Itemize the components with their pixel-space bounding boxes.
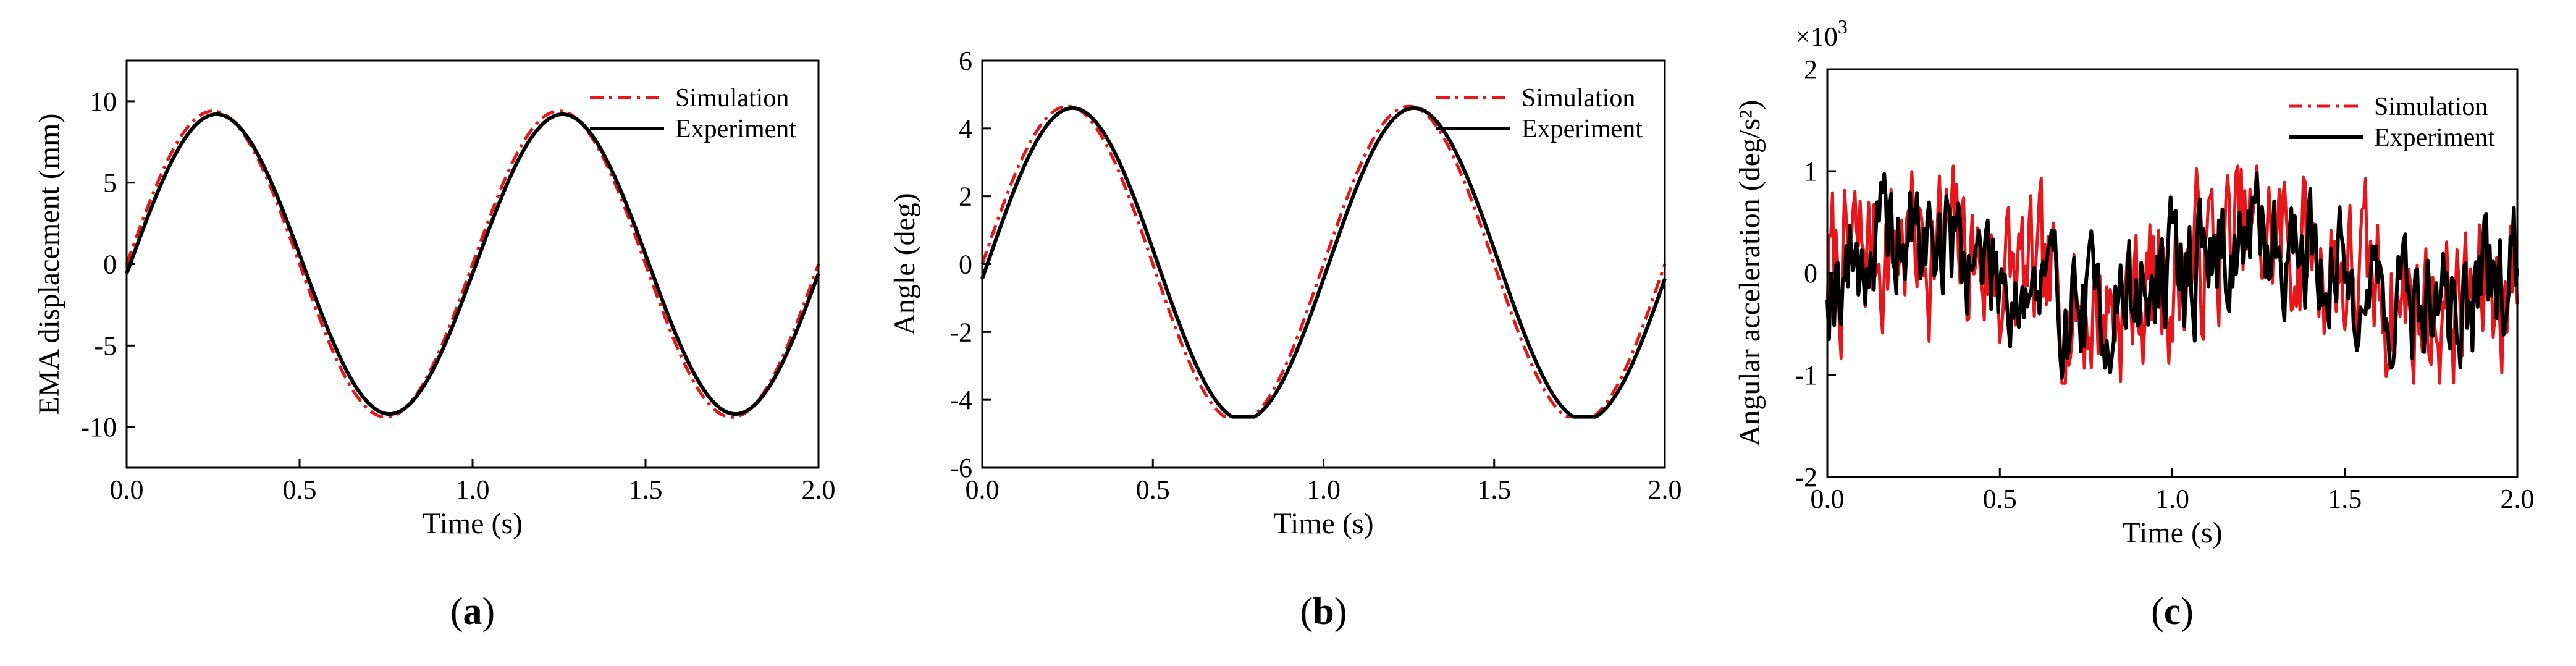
x-ticks-c: 0.0 0.5 1.0 1.5 2.0 xyxy=(1811,468,2535,514)
panel-label-close-b: ) xyxy=(1334,591,1347,633)
panel-label-a: (a) xyxy=(450,591,495,633)
x-tick-label: 0.5 xyxy=(1136,474,1170,505)
y-tick-label: -5 xyxy=(94,331,117,361)
y-tick-label: 2 xyxy=(959,182,972,212)
legend-label-simulation-c: Simulation xyxy=(2374,93,2488,121)
x-axis-label-a: Time (s) xyxy=(423,507,523,540)
y-tick-label: 1 xyxy=(1804,156,1817,187)
y-tick-label: 6 xyxy=(959,46,972,76)
panel-label-c: (c) xyxy=(2151,591,2194,633)
panel-label-letter-c: c xyxy=(2164,591,2181,633)
legend-label-experiment-b: Experiment xyxy=(1522,115,1643,143)
panel-label-b: (b) xyxy=(1300,591,1347,633)
panel-label-close-a: ) xyxy=(482,591,495,633)
y-tick-label: 10 xyxy=(90,86,117,117)
y-tick-label: 2 xyxy=(1804,54,1817,85)
x-tick-label: 1.0 xyxy=(456,474,490,505)
y-tick-label: 5 xyxy=(103,168,117,198)
x-tick-label: 1.5 xyxy=(1477,474,1511,505)
y-tick-label: 0 xyxy=(959,250,972,280)
x-ticks-b: 0.0 0.5 1.0 1.5 2.0 xyxy=(966,459,1682,505)
y-ticks-a: -10 -5 0 5 10 xyxy=(80,86,135,442)
x-axis-label-b: Time (s) xyxy=(1273,507,1373,540)
panel-label-letter-a: a xyxy=(463,591,482,633)
x-tick-label: 1.5 xyxy=(629,474,663,505)
y-tick-label: -2 xyxy=(1795,462,1817,492)
y-tick-label: 0 xyxy=(1804,258,1817,289)
panel-label-close-c: ) xyxy=(2181,591,2194,633)
series-line-experiment-b xyxy=(980,106,1667,419)
y-tick-label: -10 xyxy=(80,412,117,442)
panel-label-letter-b: b xyxy=(1313,591,1334,633)
y-axis-label-c: Angular acceleration (deg/s²) xyxy=(1733,100,1766,447)
legend-b: Simulation Experiment xyxy=(1436,84,1643,143)
x-tick-label: 0.0 xyxy=(966,474,1000,505)
panel-label-open-a: ( xyxy=(450,591,463,633)
y-tick-label: 4 xyxy=(959,114,972,144)
series-line-simulation-a xyxy=(125,109,820,419)
x-tick-label: 2.0 xyxy=(1648,474,1682,505)
series-line-simulation-c xyxy=(1825,164,2519,385)
x-tick-label: 0.5 xyxy=(283,474,317,505)
series-line-simulation-b xyxy=(980,104,1667,419)
panel-label-open-c: ( xyxy=(2151,591,2164,633)
legend-label-simulation-b: Simulation xyxy=(1522,84,1635,112)
x-tick-label: 2.0 xyxy=(2501,484,2535,514)
legend-a: Simulation Experiment xyxy=(590,84,796,143)
chart-panel-a: 0.0 0.5 1.0 1.5 2.0 -10 -5 0 5 10 Time (s) EMA d… xyxy=(33,59,836,633)
chart-panel-b: 0.0 0.5 1.0 1.5 2.0 -6 -4 -2 0 2 4 6 Time (s) Angl… xyxy=(888,46,1682,633)
y-multiplier-exp-c: 3 xyxy=(1838,15,1848,38)
y-ticks-b: -6 -4 -2 0 2 4 6 xyxy=(949,46,991,483)
y-tick-label: 0 xyxy=(103,250,117,280)
y-tick-label: -6 xyxy=(949,453,972,483)
legend-label-experiment-a: Experiment xyxy=(675,115,796,143)
series-line-experiment-c xyxy=(1825,171,2519,380)
x-tick-label: 2.0 xyxy=(802,474,836,505)
legend-label-simulation-a: Simulation xyxy=(675,84,789,112)
legend-label-experiment-c: Experiment xyxy=(2374,124,2495,152)
x-tick-label: 1.5 xyxy=(2328,484,2362,514)
x-tick-label: 0.5 xyxy=(1983,484,2017,514)
panel-label-open-b: ( xyxy=(1300,591,1313,633)
y-multiplier-base-c: ×10 xyxy=(1795,22,1838,52)
y-multiplier-c: ×103 xyxy=(1795,15,1848,52)
x-tick-label: 0.0 xyxy=(110,474,144,505)
legend-c: Simulation Experiment xyxy=(2289,93,2495,152)
y-tick-label: -2 xyxy=(949,317,972,347)
y-tick-label: -1 xyxy=(1795,360,1817,390)
y-axis-label-a: EMA displacement (mm) xyxy=(33,114,65,415)
x-axis-label-c: Time (s) xyxy=(2122,516,2222,549)
x-ticks-a: 0.0 0.5 1.0 1.5 2.0 xyxy=(110,459,836,505)
x-tick-label: 1.0 xyxy=(2155,484,2189,514)
y-tick-label: -4 xyxy=(949,385,972,415)
y-ticks-c: -2 -1 0 1 2 xyxy=(1795,54,1836,492)
y-axis-label-b: Angle (deg) xyxy=(888,193,921,335)
chart-panel-c: 0.0 0.5 1.0 1.5 2.0 -2 -1 0 1 2 Time (s) Angular… xyxy=(1733,15,2535,633)
x-tick-label: 1.0 xyxy=(1307,474,1341,505)
x-tick-label: 0.0 xyxy=(1811,484,1845,514)
series-line-experiment-a xyxy=(125,112,820,416)
